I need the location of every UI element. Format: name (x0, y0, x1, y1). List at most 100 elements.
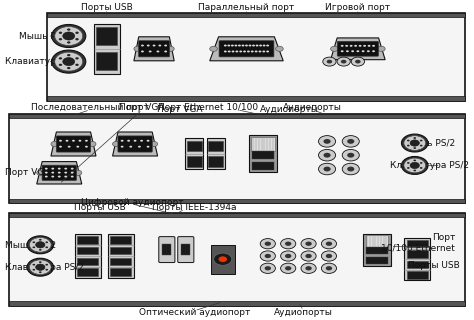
Bar (366, 257, 388, 264)
Polygon shape (210, 37, 283, 61)
Text: Мышь PS/2: Мышь PS/2 (19, 31, 70, 41)
Circle shape (65, 140, 68, 142)
Circle shape (63, 58, 75, 66)
Circle shape (231, 44, 234, 46)
FancyBboxPatch shape (118, 136, 152, 152)
Circle shape (59, 64, 62, 66)
Circle shape (232, 51, 235, 52)
Bar (252, 162, 274, 170)
Circle shape (39, 271, 42, 273)
Circle shape (153, 44, 155, 46)
FancyBboxPatch shape (219, 41, 274, 57)
Bar (108, 234, 134, 277)
Bar (252, 151, 274, 159)
Bar (407, 271, 428, 278)
Circle shape (362, 50, 365, 52)
Bar (407, 261, 428, 268)
Circle shape (75, 32, 79, 34)
Text: Оптический аудиопорт: Оптический аудиопорт (139, 308, 250, 317)
Circle shape (63, 32, 75, 40)
Circle shape (228, 51, 230, 52)
Circle shape (245, 44, 248, 46)
Bar (249, 135, 277, 172)
Circle shape (46, 246, 48, 248)
Circle shape (51, 176, 54, 178)
Circle shape (264, 254, 271, 258)
Circle shape (149, 51, 152, 52)
Circle shape (59, 140, 62, 142)
Circle shape (72, 140, 75, 142)
Circle shape (59, 146, 62, 148)
Circle shape (347, 153, 355, 158)
Circle shape (59, 57, 62, 60)
Circle shape (156, 51, 159, 52)
Text: Мышь PS/2: Мышь PS/2 (5, 240, 56, 249)
Bar (110, 247, 131, 254)
Circle shape (58, 176, 61, 178)
Bar (75, 234, 100, 277)
FancyBboxPatch shape (42, 165, 76, 180)
Circle shape (347, 139, 355, 144)
Bar (47, 96, 465, 101)
Bar (187, 156, 201, 167)
Circle shape (242, 44, 245, 46)
Bar (77, 247, 98, 254)
Circle shape (64, 168, 67, 170)
Bar (96, 28, 117, 45)
Circle shape (420, 162, 422, 164)
Circle shape (367, 50, 370, 52)
Circle shape (164, 51, 167, 52)
Circle shape (67, 54, 71, 56)
Text: Порт VGA: Порт VGA (157, 105, 203, 114)
Circle shape (276, 46, 283, 51)
Circle shape (281, 251, 296, 261)
Circle shape (258, 51, 261, 52)
Circle shape (341, 45, 344, 47)
Text: Игровой порт: Игровой порт (325, 3, 391, 12)
Text: Мышь PS/2: Мышь PS/2 (404, 139, 455, 148)
Circle shape (263, 51, 265, 52)
Circle shape (413, 160, 416, 161)
Circle shape (260, 239, 275, 249)
Circle shape (46, 241, 48, 243)
Circle shape (147, 44, 150, 46)
Bar (77, 258, 98, 265)
Circle shape (52, 25, 86, 47)
Circle shape (64, 172, 67, 173)
Circle shape (75, 64, 79, 66)
Circle shape (263, 44, 265, 46)
Circle shape (127, 140, 130, 142)
Circle shape (166, 46, 174, 51)
Text: Аудиопорты: Аудиопорты (274, 308, 333, 317)
Circle shape (33, 246, 35, 248)
Circle shape (239, 51, 242, 52)
Circle shape (260, 251, 275, 261)
Bar (162, 244, 172, 255)
Circle shape (285, 266, 292, 270)
Circle shape (58, 172, 61, 173)
Circle shape (407, 145, 410, 147)
Circle shape (401, 134, 428, 152)
Text: Порт Ethernet 10/100: Порт Ethernet 10/100 (158, 103, 259, 112)
Circle shape (235, 44, 237, 46)
Circle shape (281, 239, 296, 249)
Circle shape (363, 45, 366, 47)
Circle shape (46, 264, 48, 266)
Circle shape (323, 153, 331, 158)
Circle shape (55, 27, 83, 45)
Circle shape (323, 57, 336, 66)
Circle shape (27, 258, 54, 276)
Circle shape (266, 44, 269, 46)
Circle shape (255, 44, 258, 46)
Circle shape (305, 254, 312, 258)
Bar (9, 114, 465, 203)
Bar (211, 245, 235, 274)
Circle shape (323, 139, 331, 144)
Circle shape (140, 140, 143, 142)
Circle shape (264, 242, 271, 246)
Circle shape (355, 60, 361, 63)
Circle shape (121, 140, 124, 142)
Bar (363, 234, 391, 266)
Circle shape (341, 50, 344, 52)
Circle shape (45, 168, 48, 170)
